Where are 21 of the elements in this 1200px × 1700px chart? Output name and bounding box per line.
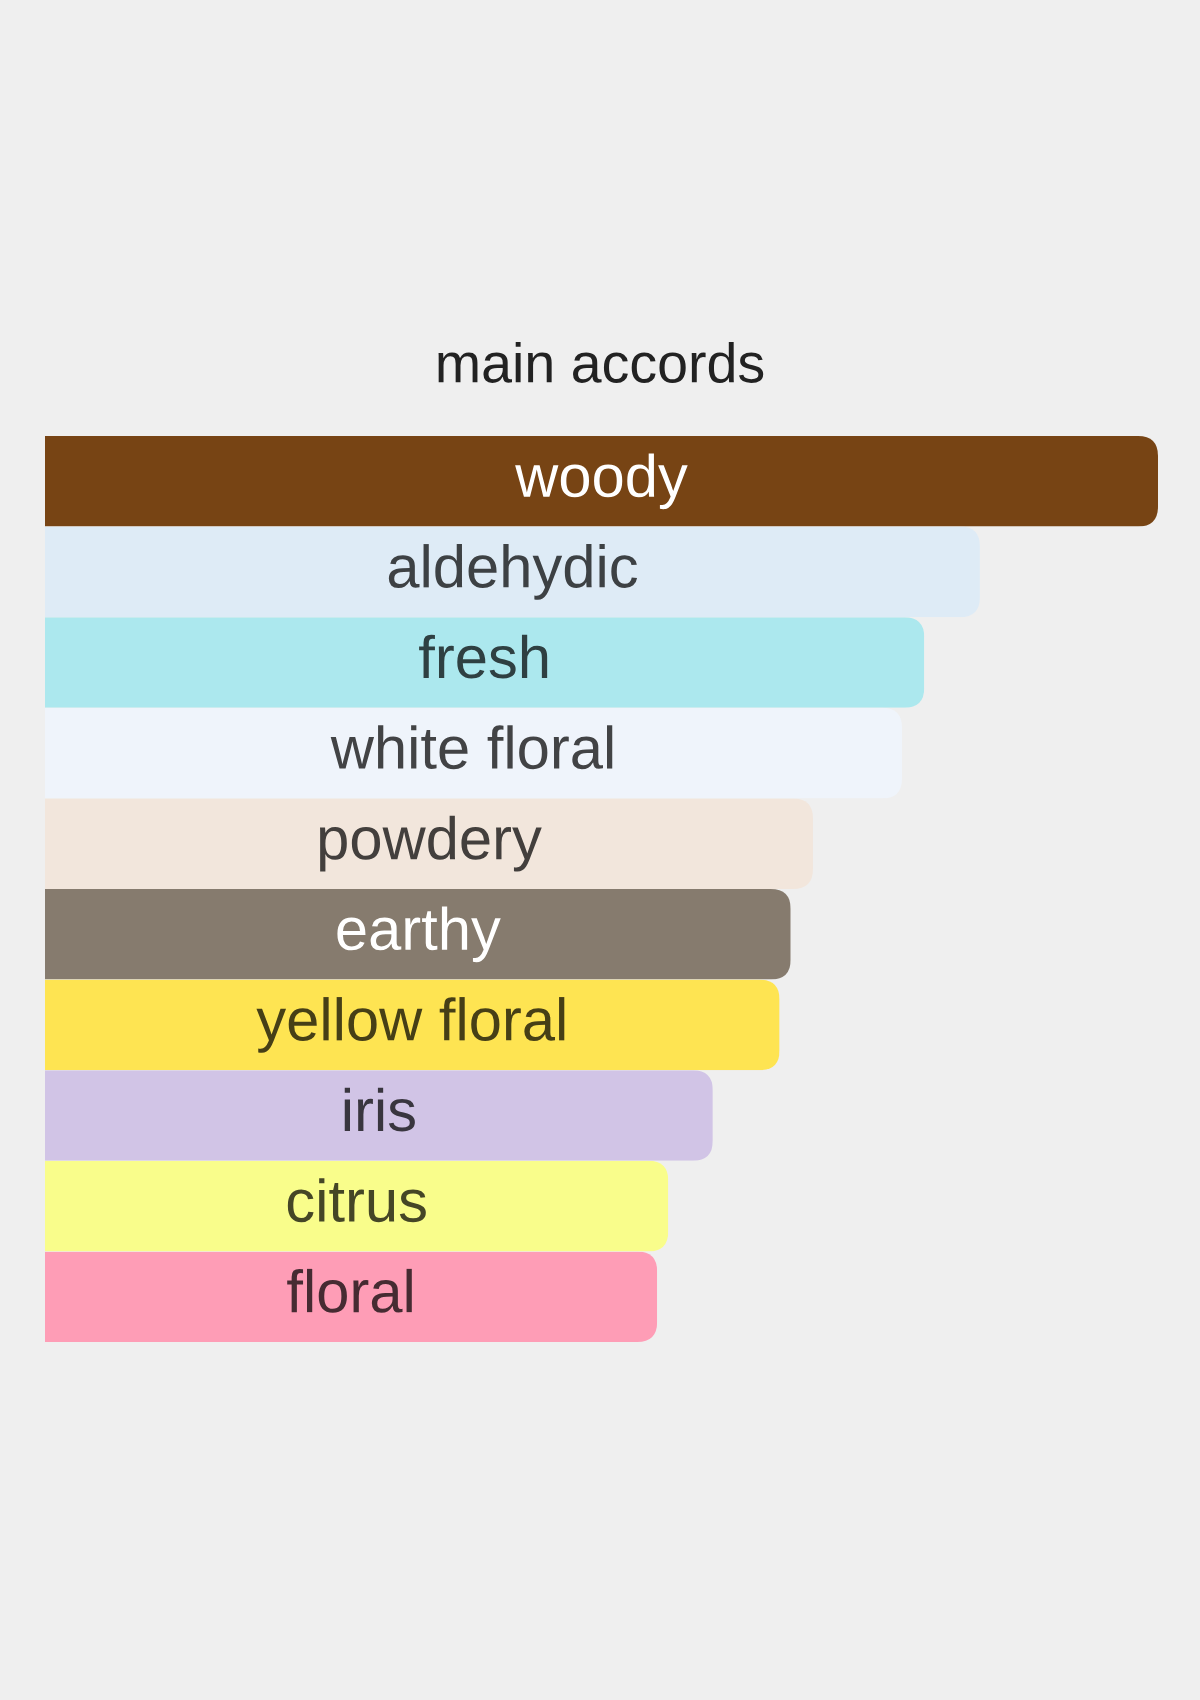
y-tick-label: aldehydic	[388, 544, 638, 600]
y-tick-label: citrus	[287, 1178, 426, 1223]
bar	[45, 979, 780, 1071]
bar	[45, 889, 791, 980]
bar	[45, 526, 980, 618]
bar	[45, 707, 903, 799]
chart-title: main accords	[438, 342, 764, 383]
bar	[45, 1070, 713, 1161]
y-tick-label: white floral	[330, 725, 613, 770]
y-tick-label: floral	[287, 1268, 412, 1313]
y-tick-label: yellow floral	[256, 997, 565, 1053]
bar	[45, 436, 1158, 527]
bar	[45, 1251, 658, 1342]
y-tick-label: powdery	[319, 815, 542, 872]
y-tick-label: earthy	[337, 906, 501, 963]
y-tick-label: woody	[515, 453, 688, 510]
bar	[45, 798, 813, 889]
y-tick-label: iris	[344, 1087, 415, 1132]
bar	[45, 617, 925, 708]
y-tick-label: fresh	[419, 634, 548, 679]
bar	[45, 1160, 669, 1252]
